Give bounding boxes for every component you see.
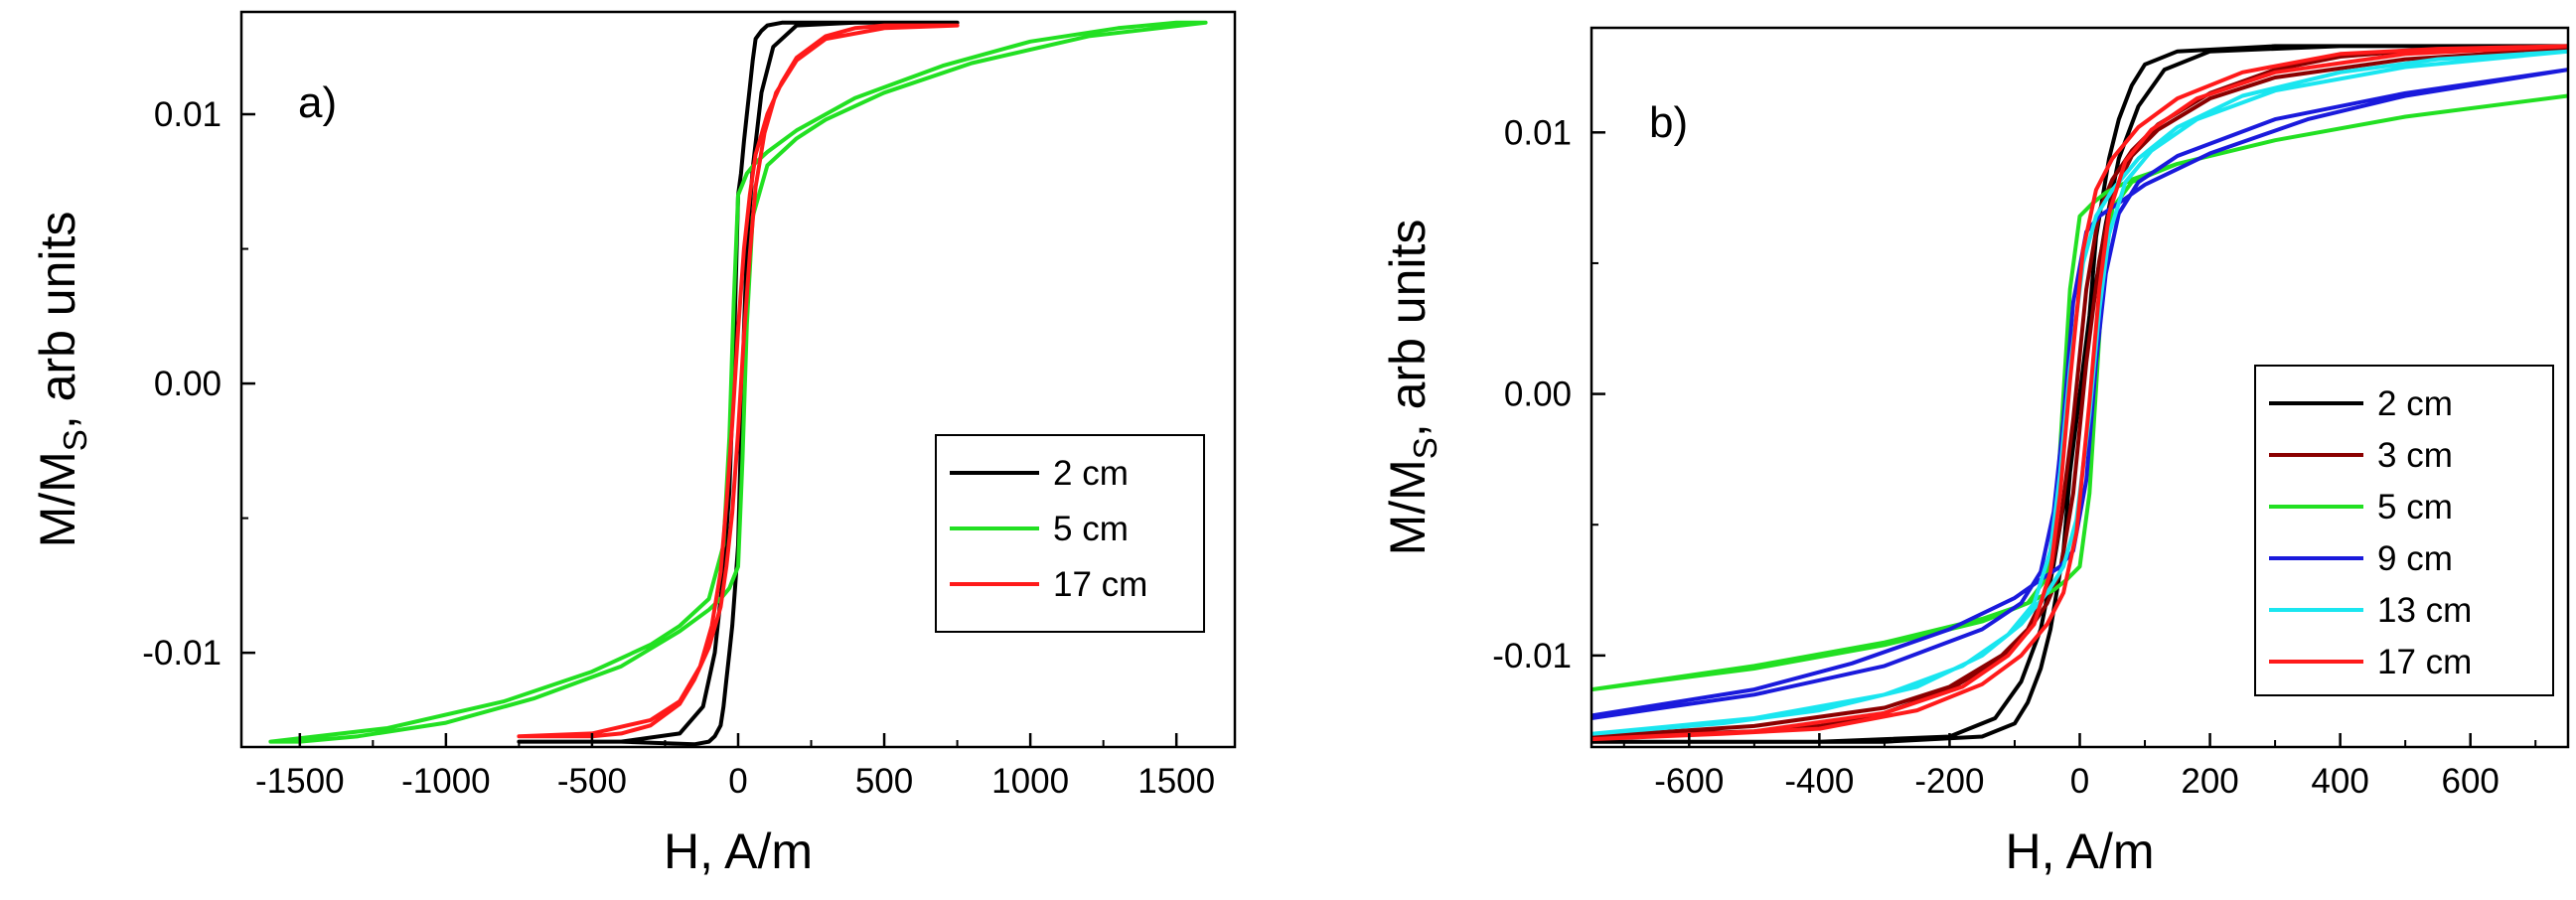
series-line-9-cm xyxy=(1591,68,2568,720)
series-line-17-cm xyxy=(1591,44,2568,742)
y-tick-label: 0.01 xyxy=(154,95,222,134)
x-tick-label: 400 xyxy=(2311,762,2368,801)
x-tick-label: -1500 xyxy=(255,762,345,801)
legend-label: 9 cm xyxy=(2377,539,2453,578)
x-tick-label: -600 xyxy=(1654,762,1724,801)
x-tick-label: 600 xyxy=(2441,762,2499,801)
y-tick-label: 0.01 xyxy=(1504,113,1572,152)
series-line-13-cm xyxy=(1591,49,2568,736)
y-axis-title-main: M/M xyxy=(1380,459,1436,555)
panel-label: a) xyxy=(298,78,337,127)
y-axis-title-rest: , arb units xyxy=(30,212,85,430)
y-tick-label: -0.01 xyxy=(1492,637,1572,675)
legend: 2 cm 5 cm 17 cm xyxy=(935,434,1205,633)
legend-label: 5 cm xyxy=(1053,510,1129,548)
y-axis-title: M/MS, arb units xyxy=(1380,220,1443,556)
legend-label: 2 cm xyxy=(2377,384,2453,423)
y-axis-title-subscript: S xyxy=(1407,437,1443,459)
legend-box xyxy=(2254,365,2554,696)
legend: 2 cm 3 cm 5 cm 9 cm 13 cm 17 cm xyxy=(2254,365,2554,696)
x-axis-title: H, A/m xyxy=(664,824,813,879)
panel-b: -600 -400 -200 0 200 400 600 -0.01 0.00 0.01 H, A/… xyxy=(1380,26,2570,879)
x-tick-label: 1500 xyxy=(1137,762,1215,801)
legend-label: 17 cm xyxy=(1053,565,1147,604)
curves-group xyxy=(268,20,1208,747)
legend-box xyxy=(935,434,1205,633)
y-tick-label: -0.01 xyxy=(142,634,222,673)
y-axis-title-subscript: S xyxy=(57,429,93,451)
panel-a: -1500 -1000 -500 0 500 1000 1500 -0.01 0.00 0.01 H… xyxy=(30,10,1237,879)
legend-label: 17 cm xyxy=(2377,643,2472,681)
x-tick-label: -1000 xyxy=(401,762,491,801)
x-tick-label: 0 xyxy=(2070,762,2089,801)
x-tick-label: 500 xyxy=(855,762,913,801)
x-tick-label: 200 xyxy=(2181,762,2238,801)
curves-group xyxy=(1591,44,2568,744)
panel-label: b) xyxy=(1649,98,1688,147)
y-axis-title-main: M/M xyxy=(30,451,85,547)
x-tick-label: -400 xyxy=(1784,762,1854,801)
x-tick-label: 0 xyxy=(728,762,747,801)
x-tick-label: 1000 xyxy=(991,762,1069,801)
x-tick-label: -500 xyxy=(557,762,627,801)
legend-label: 13 cm xyxy=(2377,591,2472,630)
x-tick-label: -200 xyxy=(1914,762,1984,801)
legend-label: 5 cm xyxy=(2377,488,2453,526)
y-axis-title-rest: , arb units xyxy=(1380,220,1436,438)
y-tick-label: 0.00 xyxy=(154,365,222,403)
legend-label: 2 cm xyxy=(1053,454,1129,493)
x-axis-title: H, A/m xyxy=(2005,824,2154,879)
y-tick-label: 0.00 xyxy=(1504,375,1572,414)
y-axis-title: M/MS, arb units xyxy=(30,212,93,548)
legend-label: 3 cm xyxy=(2377,436,2453,475)
series-line-17-cm xyxy=(517,23,960,739)
